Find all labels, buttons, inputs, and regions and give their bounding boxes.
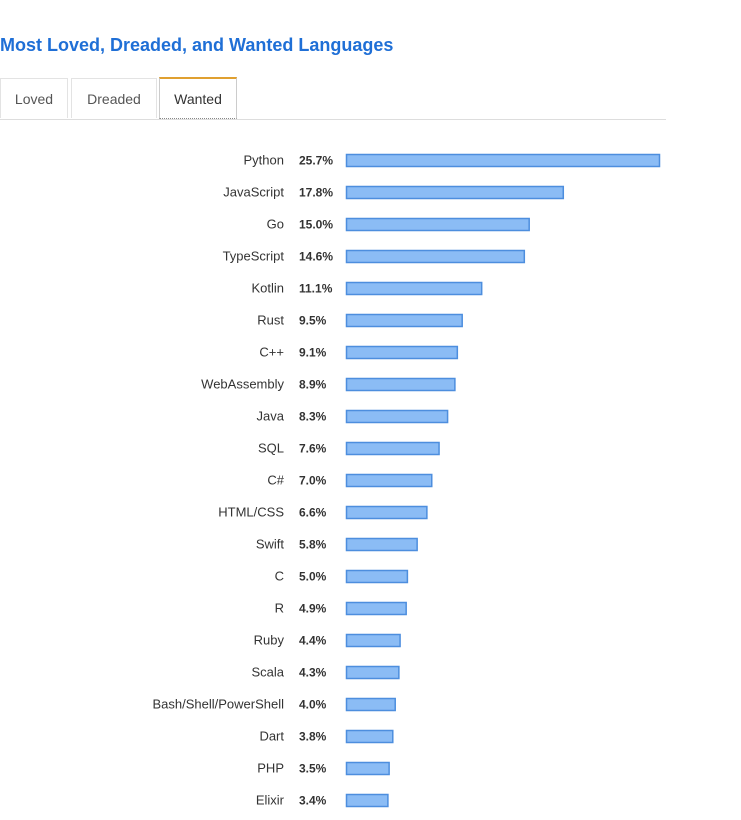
category-label: Java: [257, 409, 285, 424]
tab-wanted[interactable]: Wanted: [159, 77, 237, 119]
value-label: 4.0%: [299, 698, 327, 712]
value-label: 9.5%: [299, 314, 327, 328]
tab-dreaded[interactable]: Dreaded: [71, 78, 157, 118]
category-label: Elixir: [256, 793, 285, 808]
value-label: 7.6%: [299, 442, 327, 456]
value-label: 8.9%: [299, 378, 327, 392]
category-label: HTML/CSS: [218, 505, 284, 520]
bar: [345, 313, 463, 328]
bar: [345, 281, 483, 296]
value-label: 7.0%: [299, 474, 327, 488]
value-label: 6.6%: [299, 506, 327, 520]
category-label: Kotlin: [251, 281, 284, 296]
category-label: Ruby: [254, 633, 285, 648]
page-title: Most Loved, Dreaded, and Wanted Language…: [0, 35, 394, 55]
category-label: Swift: [256, 537, 285, 552]
tab-bar: Loved Dreaded Wanted: [0, 77, 666, 120]
bar: [345, 377, 456, 392]
bar-chart: Python 25.7% JavaScript 17.8% Go 15.0% TypeScr…: [152, 153, 661, 808]
bar: [345, 569, 409, 584]
category-label: TypeScript: [223, 249, 285, 264]
bar: [345, 153, 661, 168]
bar: [345, 601, 407, 616]
value-label: 9.1%: [299, 346, 327, 360]
value-label: 5.0%: [299, 570, 327, 584]
category-label: Dart: [259, 729, 284, 744]
value-label: 14.6%: [299, 250, 333, 264]
bar: [345, 633, 401, 648]
bar: [345, 761, 390, 776]
value-label: 11.1%: [299, 282, 333, 296]
bar: [345, 217, 530, 232]
category-label: WebAssembly: [201, 377, 284, 392]
value-label: 15.0%: [299, 218, 333, 232]
category-label: Python: [244, 153, 284, 168]
value-label: 25.7%: [299, 154, 333, 168]
bar: [345, 537, 418, 552]
category-label: Rust: [257, 313, 284, 328]
category-label: PHP: [257, 761, 284, 776]
category-label: C: [275, 569, 284, 584]
category-label: SQL: [258, 441, 284, 456]
category-label: R: [275, 601, 284, 616]
value-label: 4.9%: [299, 602, 327, 616]
bar: [345, 409, 449, 424]
value-label: 3.8%: [299, 730, 327, 744]
tab-loved[interactable]: Loved: [0, 78, 68, 118]
bar: [345, 697, 396, 712]
bar: [345, 441, 440, 456]
category-label: JavaScript: [223, 185, 284, 200]
bar: [345, 793, 389, 808]
value-label: 4.4%: [299, 634, 327, 648]
category-label: Go: [267, 217, 284, 232]
bar: [345, 249, 526, 264]
category-label: C++: [259, 345, 284, 360]
category-label: Scala: [251, 665, 284, 680]
value-label: 4.3%: [299, 666, 327, 680]
bar: [345, 729, 394, 744]
category-label: C#: [267, 473, 284, 488]
value-label: 3.5%: [299, 762, 327, 776]
bar: [345, 345, 459, 360]
bar: [345, 473, 433, 488]
category-label: Bash/Shell/PowerShell: [152, 697, 284, 712]
bar: [345, 185, 565, 200]
value-label: 17.8%: [299, 186, 333, 200]
value-label: 5.8%: [299, 538, 327, 552]
bar: [345, 505, 428, 520]
value-label: 3.4%: [299, 794, 327, 808]
value-label: 8.3%: [299, 410, 327, 424]
bar: [345, 665, 400, 680]
